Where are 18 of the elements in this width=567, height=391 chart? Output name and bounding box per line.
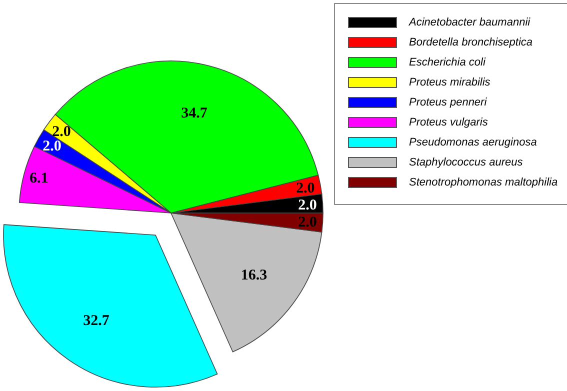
legend-label: Pseudomonas aeruginosa [409, 136, 537, 148]
data-label: 6.1 [29, 170, 48, 187]
data-label: 2.0 [298, 214, 317, 231]
data-label: 2.0 [42, 138, 62, 154]
data-label: 2.0 [52, 124, 71, 140]
data-label: 34.7 [181, 105, 208, 122]
data-label: 2.0 [296, 180, 315, 196]
data-label: 2.0 [298, 197, 317, 214]
data-label: 16.3 [240, 268, 268, 284]
legend-label: Stenotrophomonas maltophilia [409, 176, 558, 188]
legend-label: Staphylococcus aureus [409, 156, 524, 168]
legend-label: Acinetobacter baumannii [408, 16, 531, 28]
legend-label: Proteus mirabilis [409, 76, 491, 88]
legend-label: Bordetella bronchiseptica [409, 36, 533, 48]
data-label: 32.7 [83, 312, 110, 329]
legend-label: Proteus penneri [409, 96, 488, 108]
legend-label: Proteus vulgaris [409, 116, 488, 128]
legend-label: Escherichia coli [409, 56, 486, 68]
